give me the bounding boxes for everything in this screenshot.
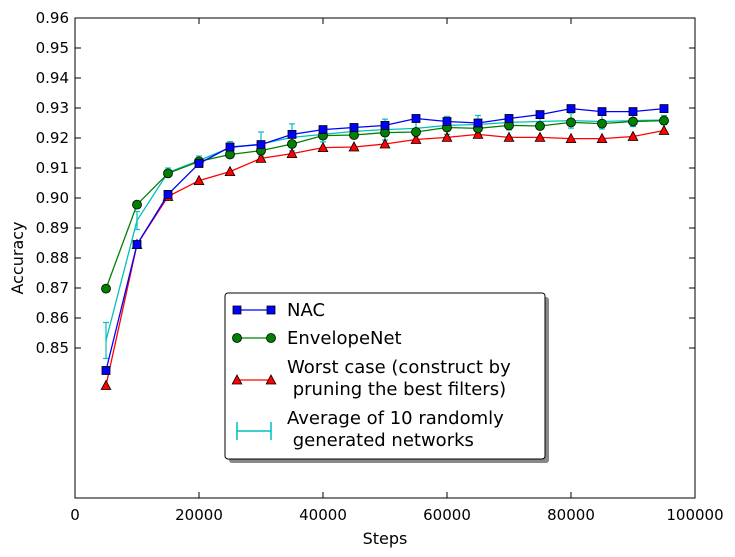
data-point — [566, 104, 576, 113]
data-point — [410, 133, 422, 144]
data-point — [535, 110, 545, 119]
x-axis-label: Steps — [363, 529, 408, 548]
data-point — [658, 124, 670, 135]
y-tick-label: 0.86 — [36, 309, 69, 327]
y-axis-label: Accuracy — [8, 221, 27, 294]
x-tick-label: 20000 — [175, 506, 223, 524]
data-point — [255, 152, 267, 163]
series-layer — [100, 104, 670, 390]
x-tick-label: 60000 — [423, 506, 471, 524]
data-point — [442, 117, 452, 126]
y-tick-label: 0.89 — [36, 219, 69, 237]
y-tick-label: 0.94 — [36, 69, 69, 87]
legend-label: EnvelopeNet — [287, 328, 402, 349]
data-point — [534, 131, 546, 142]
y-tick-label: 0.91 — [36, 159, 69, 177]
data-point — [535, 121, 545, 131]
data-point — [473, 118, 483, 128]
data-point — [565, 132, 577, 144]
series-0 — [101, 104, 669, 375]
data-point — [659, 104, 669, 113]
legend-box — [224, 292, 546, 460]
data-point — [597, 118, 607, 129]
legend-label: NAC — [287, 300, 325, 321]
legend: NAC EnvelopeNet Worst case (construct by p… — [224, 292, 549, 463]
y-tick-label: 0.87 — [36, 279, 69, 297]
data-point — [287, 139, 297, 149]
data-point — [349, 123, 359, 132]
legend-label: generated networks — [287, 430, 474, 451]
data-point — [411, 114, 421, 123]
data-point — [596, 132, 608, 144]
data-point — [193, 174, 205, 186]
data-point — [194, 159, 204, 168]
x-tick-label: 40000 — [299, 506, 347, 524]
legend-marker — [265, 374, 277, 385]
data-point — [628, 107, 638, 116]
tick-layer: 0 20000 40000 60000 80000 100000 0.85 0.86 0.87 0… — [36, 9, 724, 524]
legend-entry-0: NAC — [232, 300, 325, 321]
legend-label: Average of 10 randomly — [287, 408, 504, 429]
data-point — [411, 127, 421, 137]
data-point — [225, 142, 235, 152]
data-point — [256, 140, 266, 150]
data-point — [503, 131, 515, 142]
legend-marker — [232, 333, 242, 343]
y-tick-label: 0.95 — [36, 39, 69, 57]
series-2 — [100, 124, 670, 390]
data-point — [472, 128, 484, 139]
legend-entry-1: EnvelopeNet — [232, 328, 402, 349]
legend-marker — [232, 305, 242, 315]
x-tick-label: 100000 — [666, 506, 723, 524]
data-point — [504, 114, 514, 123]
data-point — [659, 115, 669, 126]
data-point — [163, 168, 173, 179]
x-tick-label: 0 — [70, 506, 80, 524]
data-point — [628, 116, 638, 127]
data-point — [224, 165, 236, 177]
data-point — [287, 129, 297, 139]
data-point — [101, 283, 111, 294]
data-point — [348, 141, 360, 152]
y-tick-label: 0.93 — [36, 99, 69, 117]
data-point — [318, 125, 328, 134]
y-tick-label: 0.85 — [36, 339, 69, 357]
data-point — [379, 138, 391, 149]
legend-marker — [266, 333, 276, 343]
data-point — [163, 189, 173, 199]
data-point — [132, 199, 142, 210]
legend-entry-3: Average of 10 randomly generated network… — [236, 408, 504, 451]
data-point — [597, 107, 607, 116]
data-point — [132, 240, 142, 249]
y-tick-label: 0.88 — [36, 249, 69, 267]
data-point — [101, 366, 111, 375]
data-point — [566, 117, 576, 128]
x-tick-label: 80000 — [547, 506, 595, 524]
y-tick-label: 0.90 — [36, 189, 69, 207]
legend-marker — [266, 305, 276, 315]
data-point — [627, 130, 639, 141]
legend-label: pruning the best filters) — [287, 379, 506, 400]
y-tick-label: 0.96 — [36, 9, 69, 27]
data-point — [100, 379, 112, 390]
legend-marker — [231, 374, 243, 385]
y-tick-label: 0.92 — [36, 129, 69, 147]
legend-entry-2: Worst case (construct by pruning the bes… — [231, 357, 511, 400]
data-point — [380, 121, 390, 130]
data-point — [317, 141, 329, 153]
data-point — [441, 131, 453, 142]
legend-label: Worst case (construct by — [287, 357, 511, 378]
data-point — [286, 147, 298, 159]
